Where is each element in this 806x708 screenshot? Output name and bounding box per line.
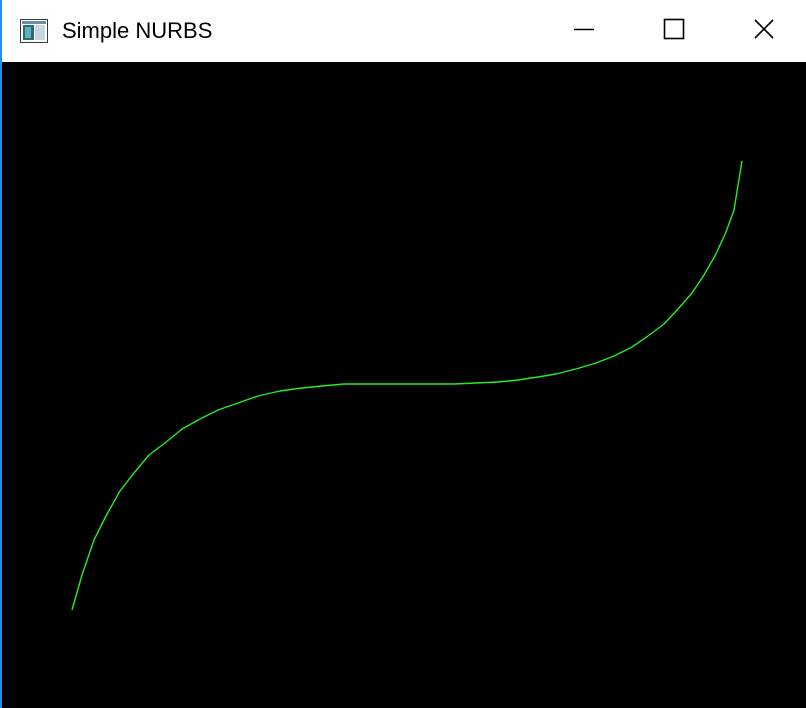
opengl-canvas[interactable] (2, 62, 806, 708)
nurbs-canvas-svg (71, 160, 743, 611)
title-bar[interactable]: Simple NURBS (2, 0, 806, 62)
close-icon (753, 18, 775, 45)
window-title: Simple NURBS (62, 18, 213, 43)
minimize-icon (573, 18, 595, 45)
maximize-button[interactable] (628, 0, 720, 62)
nurbs-curve (71, 160, 743, 611)
close-button[interactable] (718, 0, 806, 62)
maximize-icon (663, 18, 685, 45)
minimize-button[interactable] (538, 0, 630, 62)
app-window-icon[interactable] (20, 19, 48, 43)
